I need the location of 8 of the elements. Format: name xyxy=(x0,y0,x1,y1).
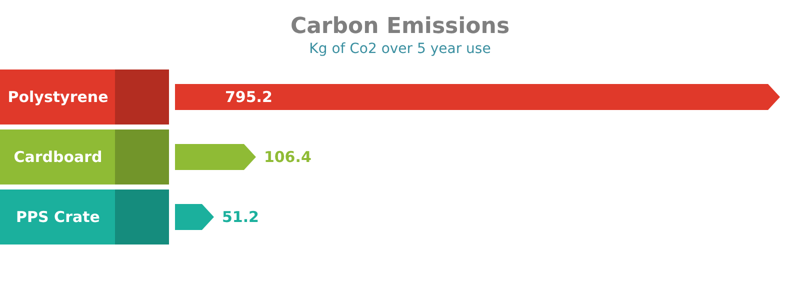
data-label: 51.2 xyxy=(222,208,259,226)
data-label: 795.2 xyxy=(225,88,272,106)
y-tick-label: Polystyrene xyxy=(8,88,108,106)
data-label: 106.4 xyxy=(264,148,312,166)
y-tick-label: Cardboard xyxy=(14,148,102,166)
y-tick-label: PPS Crate xyxy=(16,208,100,226)
chart-title: Carbon Emissions xyxy=(289,13,511,39)
chart-subtitle: Kg of Co2 over 5 year use xyxy=(308,41,492,57)
